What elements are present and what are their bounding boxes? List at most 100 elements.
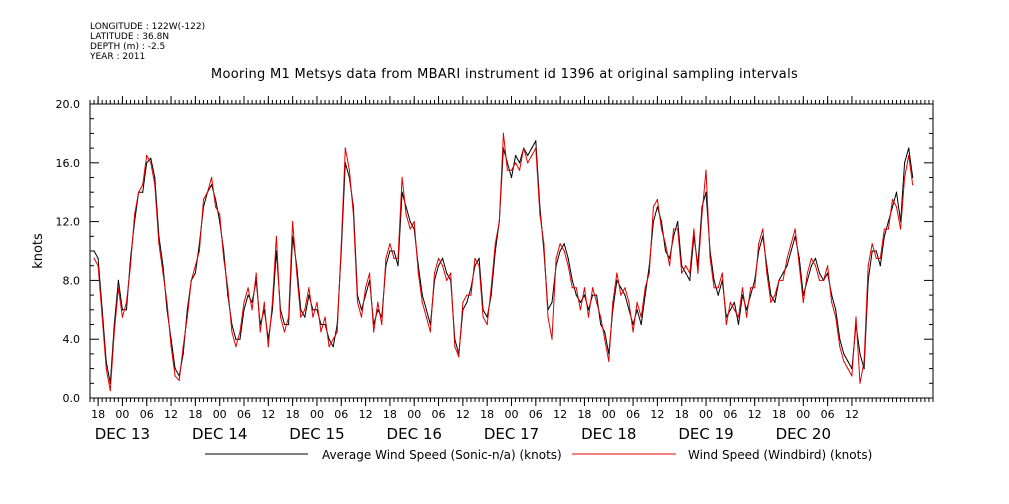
data-point-sonic bbox=[519, 162, 521, 164]
x-day-label: DEC 15 bbox=[289, 425, 344, 443]
x-tick-label: 12 bbox=[261, 408, 275, 421]
data-point-windbird bbox=[559, 243, 561, 245]
x-tick-label: 12 bbox=[359, 408, 373, 421]
data-point-windbird bbox=[198, 250, 200, 252]
x-tick-label: 06 bbox=[237, 408, 251, 421]
data-point-sonic bbox=[843, 353, 845, 355]
data-point-sonic bbox=[774, 301, 776, 303]
data-point-sonic bbox=[660, 221, 663, 223]
data-point-sonic bbox=[879, 265, 881, 267]
data-point-sonic bbox=[308, 294, 310, 296]
data-point-sonic bbox=[790, 250, 792, 252]
data-point-windbird bbox=[847, 368, 849, 370]
x-tick-label: 06 bbox=[529, 408, 543, 421]
data-point-windbird bbox=[425, 316, 427, 318]
data-point-windbird bbox=[292, 221, 294, 223]
data-point-sonic bbox=[535, 140, 537, 142]
data-point-sonic bbox=[583, 294, 586, 296]
depth-label: DEPTH (m) : -2.5 bbox=[90, 42, 166, 52]
data-point-windbird bbox=[827, 265, 829, 267]
data-point-windbird bbox=[206, 191, 209, 193]
data-point-windbird bbox=[632, 331, 634, 333]
data-point-sonic bbox=[360, 309, 363, 311]
data-point-windbird bbox=[624, 287, 626, 289]
data-point-windbird bbox=[389, 243, 391, 245]
data-point-sonic bbox=[146, 162, 148, 164]
data-point-sonic bbox=[409, 221, 411, 223]
data-point-windbird bbox=[437, 257, 440, 259]
data-point-sonic bbox=[604, 331, 606, 333]
data-point-windbird bbox=[458, 356, 460, 358]
y-tick-label: 20.0 bbox=[56, 98, 81, 111]
x-day-label: DEC 18 bbox=[581, 425, 636, 443]
data-point-windbird bbox=[701, 213, 703, 215]
x-tick-label: 00 bbox=[115, 408, 129, 421]
data-point-windbird bbox=[223, 257, 225, 259]
data-point-windbird bbox=[567, 265, 569, 267]
x-tick-label: 06 bbox=[821, 408, 835, 421]
data-point-windbird bbox=[563, 250, 565, 252]
x-tick-label: 00 bbox=[505, 408, 519, 421]
y-tick-label: 16.0 bbox=[56, 157, 81, 170]
data-point-windbird bbox=[652, 206, 655, 208]
series-line-sonic bbox=[93, 140, 914, 384]
data-point-windbird bbox=[328, 346, 330, 348]
data-point-sonic bbox=[818, 272, 821, 274]
y-tick-label: 8.0 bbox=[63, 274, 81, 287]
data-point-sonic bbox=[632, 323, 634, 326]
data-point-windbird bbox=[429, 331, 431, 333]
data-point-windbird bbox=[296, 272, 298, 274]
x-tick-label: 18 bbox=[772, 408, 786, 421]
data-point-windbird bbox=[129, 265, 132, 267]
data-point-sonic bbox=[596, 294, 598, 296]
data-point-windbird bbox=[831, 301, 833, 303]
data-point-sonic bbox=[304, 316, 306, 318]
data-point-windbird bbox=[733, 309, 736, 311]
data-point-windbird bbox=[908, 154, 910, 157]
data-point-windbird bbox=[531, 154, 533, 157]
data-point-windbird bbox=[912, 184, 914, 186]
data-point-windbird bbox=[681, 272, 683, 274]
x-tick-label: 12 bbox=[164, 408, 178, 421]
data-point-windbird bbox=[356, 301, 359, 303]
data-point-windbird bbox=[340, 243, 342, 245]
data-point-windbird bbox=[729, 301, 732, 303]
data-point-sonic bbox=[717, 294, 719, 296]
data-point-windbird bbox=[178, 379, 180, 381]
data-point-windbird bbox=[539, 213, 541, 215]
data-point-windbird bbox=[466, 294, 468, 296]
data-point-sonic bbox=[478, 257, 480, 259]
x-tick-label: 00 bbox=[213, 408, 227, 421]
data-point-sonic bbox=[746, 309, 748, 311]
x-tick-label: 00 bbox=[699, 408, 713, 421]
data-point-windbird bbox=[895, 206, 898, 208]
data-point-sonic bbox=[389, 250, 391, 252]
data-point-sonic bbox=[527, 154, 529, 157]
data-point-sonic bbox=[656, 206, 659, 208]
data-point-windbird bbox=[814, 265, 817, 267]
data-point-sonic bbox=[437, 265, 440, 267]
data-point-windbird bbox=[134, 213, 136, 215]
x-tick-label: 00 bbox=[796, 408, 810, 421]
data-point-windbird bbox=[843, 360, 845, 362]
data-point-sonic bbox=[770, 294, 772, 296]
data-point-windbird bbox=[782, 279, 784, 281]
data-point-windbird bbox=[498, 221, 500, 223]
x-tick-label: 12 bbox=[553, 408, 567, 421]
data-point-windbird bbox=[863, 360, 865, 362]
data-point-windbird bbox=[239, 331, 241, 333]
data-point-windbird bbox=[867, 265, 869, 267]
data-point-sonic bbox=[243, 309, 245, 311]
station-metadata: LONGITUDE : 122W(-122) LATITUDE : 36.8N … bbox=[90, 22, 205, 62]
data-point-windbird bbox=[798, 265, 800, 267]
data-point-windbird bbox=[551, 338, 553, 340]
data-point-sonic bbox=[620, 287, 622, 289]
data-point-sonic bbox=[786, 265, 788, 267]
data-point-windbird bbox=[806, 272, 809, 274]
data-point-sonic bbox=[810, 265, 813, 267]
data-point-windbird bbox=[344, 147, 346, 149]
data-point-windbird bbox=[142, 184, 144, 186]
data-point-windbird bbox=[308, 287, 310, 289]
data-point-sonic bbox=[664, 250, 667, 252]
